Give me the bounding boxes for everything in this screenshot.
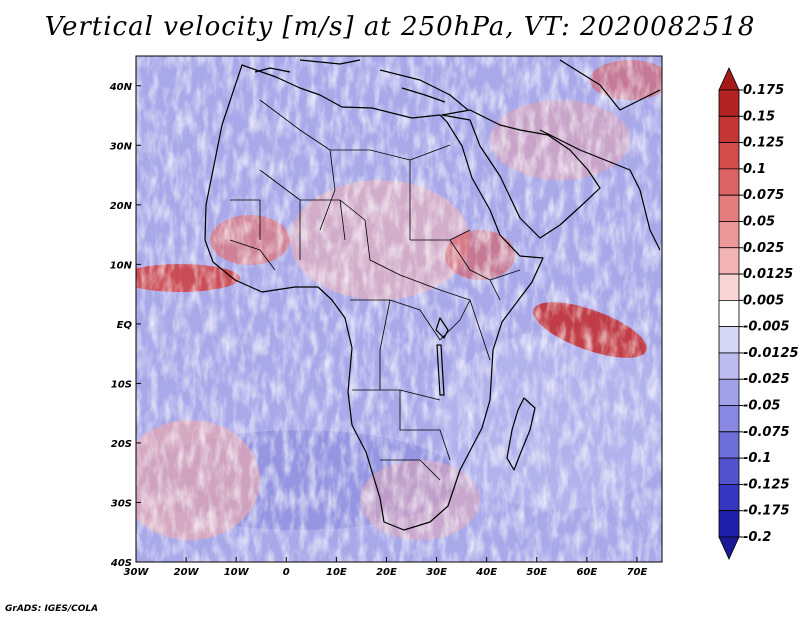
colorbar-swatch bbox=[718, 247, 740, 275]
colorbar-swatch bbox=[718, 299, 740, 328]
lon-tick-label: 50E bbox=[526, 567, 547, 578]
lat-tick-label: 30S bbox=[111, 498, 132, 509]
software-credit: GrADS: IGES/COLA bbox=[5, 604, 99, 614]
colorbar-swatch bbox=[718, 194, 740, 222]
colorbar-swatch bbox=[718, 89, 740, 117]
colorbar-swatch bbox=[718, 536, 740, 560]
colorbar-swatch bbox=[718, 405, 740, 433]
lat-tick-label: 30N bbox=[110, 141, 133, 152]
lat-tick-label: 40N bbox=[109, 82, 133, 93]
colorbar-label: 0.175 bbox=[743, 83, 784, 98]
map-frame bbox=[135, 55, 663, 563]
colorbar-label: -0.025 bbox=[743, 372, 790, 387]
lon-tick-label: 30W bbox=[124, 567, 150, 578]
colorbar-label: -0.175 bbox=[743, 504, 790, 519]
colorbar-swatch bbox=[718, 457, 740, 485]
colorbar-label: 0.05 bbox=[743, 214, 775, 229]
colorbar-swatch bbox=[718, 115, 740, 143]
latitude-axis: 40N 30N 20N 10N EQ 10S 20S 30S 40S bbox=[109, 82, 141, 569]
colorbar-label: 0.075 bbox=[743, 188, 784, 203]
lon-tick-label: 10E bbox=[326, 567, 347, 578]
colorbar-label: -0.075 bbox=[743, 425, 790, 440]
colorbar-label: 0.0125 bbox=[743, 267, 793, 282]
colorbar-swatch bbox=[718, 431, 740, 459]
lon-tick-label: 10W bbox=[224, 567, 250, 578]
colorbar-swatch bbox=[718, 326, 740, 354]
lat-tick-label: 10S bbox=[111, 379, 132, 390]
colorbar-label: 0.125 bbox=[743, 136, 784, 151]
lon-tick-label: 70E bbox=[627, 567, 648, 578]
coastlines-and-borders bbox=[204, 59, 661, 531]
colorbar-swatch bbox=[718, 142, 740, 170]
lon-tick-label: 30E bbox=[426, 567, 447, 578]
lon-tick-label: 60E bbox=[576, 567, 597, 578]
colorbar-swatch bbox=[718, 67, 740, 91]
lat-tick-label: EQ bbox=[117, 320, 133, 331]
colorbar-swatch bbox=[718, 484, 740, 512]
colorbar-swatch bbox=[718, 221, 740, 249]
colorbar-label: -0.1 bbox=[743, 451, 771, 466]
velocity-field bbox=[136, 56, 662, 562]
colorbar-swatch bbox=[718, 273, 740, 301]
colorbar-label: 0.025 bbox=[743, 241, 784, 256]
colorbar-swatch bbox=[718, 352, 740, 380]
longitude-axis: 30W 20W 10W 0 10E 20E 30E 40E 50E 60E 70E bbox=[124, 557, 648, 578]
lon-tick-label: 0 bbox=[283, 567, 290, 578]
chart-title: Vertical velocity [m/s] at 250hPa, VT: 2… bbox=[44, 12, 756, 42]
colorbar-label: 0.1 bbox=[743, 162, 766, 177]
lat-tick-label: 20S bbox=[111, 439, 132, 450]
lon-tick-label: 20W bbox=[174, 567, 200, 578]
lon-tick-label: 40E bbox=[475, 567, 497, 578]
colorbar: 0.175 0.15 0.125 0.1 0.075 0.05 0.025 0.0125 0.0… bbox=[718, 67, 799, 560]
lon-tick-label: 20E bbox=[376, 567, 397, 578]
colorbar-swatch bbox=[718, 510, 740, 538]
colorbar-label: -0.125 bbox=[743, 477, 790, 492]
lat-tick-label: 40S bbox=[110, 558, 132, 569]
colorbar-label: 0.15 bbox=[743, 109, 775, 124]
colorbar-label: 0.005 bbox=[743, 293, 784, 308]
lat-tick-label: 20N bbox=[110, 201, 133, 212]
colorbar-label: -0.05 bbox=[743, 399, 780, 414]
colorbar-label: -0.005 bbox=[743, 320, 790, 335]
colorbar-label: -0.0125 bbox=[743, 346, 799, 361]
lat-tick-label: 10N bbox=[110, 260, 133, 271]
colorbar-swatch bbox=[718, 378, 740, 406]
colorbar-label: -0.2 bbox=[743, 530, 771, 545]
colorbar-swatch bbox=[718, 168, 740, 196]
